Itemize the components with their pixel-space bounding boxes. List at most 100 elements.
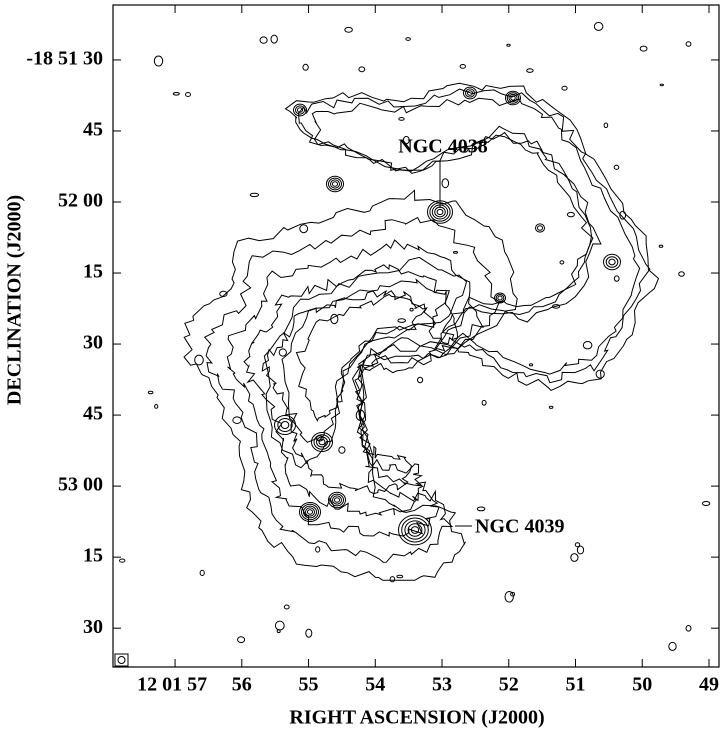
contour — [332, 181, 338, 187]
contour — [249, 192, 260, 198]
contour — [276, 629, 281, 634]
contour — [330, 493, 344, 507]
contour — [561, 85, 568, 91]
contour — [506, 92, 520, 104]
contour — [526, 68, 534, 73]
contour — [307, 509, 313, 515]
contour — [595, 369, 605, 379]
contour — [441, 178, 450, 189]
contour — [409, 307, 414, 312]
y-tick-label: 15 — [83, 545, 103, 567]
contour — [397, 318, 407, 323]
contour — [183, 189, 518, 581]
x-tick-label: 53 — [432, 674, 452, 696]
contour — [281, 278, 450, 443]
contour — [608, 258, 616, 266]
y-tick-label: 45 — [83, 119, 103, 141]
x-tick-label: 54 — [365, 674, 385, 696]
contour — [701, 501, 711, 506]
contour — [434, 206, 446, 218]
contour — [283, 604, 290, 610]
contour — [510, 95, 516, 101]
annotation: NGC 4038 — [398, 136, 487, 158]
contour — [603, 253, 621, 271]
y-tick-label: 30 — [83, 332, 103, 354]
contour — [313, 434, 331, 450]
contour — [459, 64, 466, 69]
contour — [659, 83, 664, 87]
contour — [299, 502, 321, 522]
contour — [566, 211, 575, 218]
contour — [311, 97, 641, 375]
contour — [334, 497, 340, 503]
contour — [199, 569, 205, 577]
contour — [237, 636, 246, 644]
contour — [305, 628, 313, 638]
contour — [330, 313, 339, 325]
contour — [358, 66, 366, 73]
y-axis-label: DECLINATION (J2000) — [4, 195, 26, 405]
contour — [318, 438, 326, 446]
contour — [401, 517, 429, 543]
contour — [344, 26, 353, 33]
contour — [570, 553, 579, 562]
contour — [119, 558, 126, 563]
contour — [332, 495, 342, 505]
contour — [299, 224, 309, 234]
contour — [389, 576, 396, 583]
x-tick-label: 49 — [699, 674, 719, 696]
contour — [219, 290, 228, 297]
contour — [274, 620, 285, 631]
x-tick-label: 12 01 57 — [137, 674, 207, 696]
contour — [463, 86, 477, 100]
contour — [301, 503, 319, 521]
contour — [316, 436, 328, 448]
contour — [295, 105, 305, 115]
contour — [398, 117, 405, 121]
contour — [582, 341, 593, 350]
contour — [467, 90, 473, 96]
beam-box — [114, 653, 129, 667]
contour — [194, 354, 204, 366]
contour — [326, 175, 344, 193]
contour — [315, 546, 321, 553]
contour — [417, 376, 424, 384]
contour — [405, 37, 411, 41]
contour — [297, 107, 303, 113]
contour — [658, 244, 664, 248]
contour — [593, 21, 604, 31]
x-tick-label: 51 — [566, 674, 586, 696]
y-tick-label: 53 00 — [58, 474, 103, 496]
contour — [552, 304, 561, 309]
x-tick-label: 50 — [632, 674, 652, 696]
contour — [226, 239, 485, 537]
contour — [678, 271, 685, 277]
contour — [315, 435, 324, 442]
contour — [619, 210, 627, 220]
y-tick-label: 52 00 — [58, 190, 103, 212]
contour — [270, 34, 278, 44]
contour — [203, 216, 501, 563]
contour — [328, 491, 346, 509]
contour — [613, 275, 620, 282]
contour — [305, 507, 315, 517]
y-tick-label: 15 — [83, 261, 103, 283]
contour — [476, 506, 486, 512]
contour — [259, 36, 268, 44]
contour — [603, 122, 609, 129]
contour — [506, 43, 511, 47]
contour — [504, 591, 514, 603]
contour — [280, 421, 290, 429]
contour — [497, 295, 503, 301]
contour — [537, 225, 543, 231]
plot-frame — [112, 4, 720, 668]
contour — [639, 45, 648, 52]
contour — [459, 146, 469, 153]
contour-map — [119, 21, 711, 651]
x-axis-label: RIGHT ASCENSION (J2000) — [289, 707, 544, 729]
contour — [303, 505, 317, 519]
contour — [685, 625, 692, 632]
contour — [302, 63, 309, 71]
contour — [293, 103, 307, 117]
